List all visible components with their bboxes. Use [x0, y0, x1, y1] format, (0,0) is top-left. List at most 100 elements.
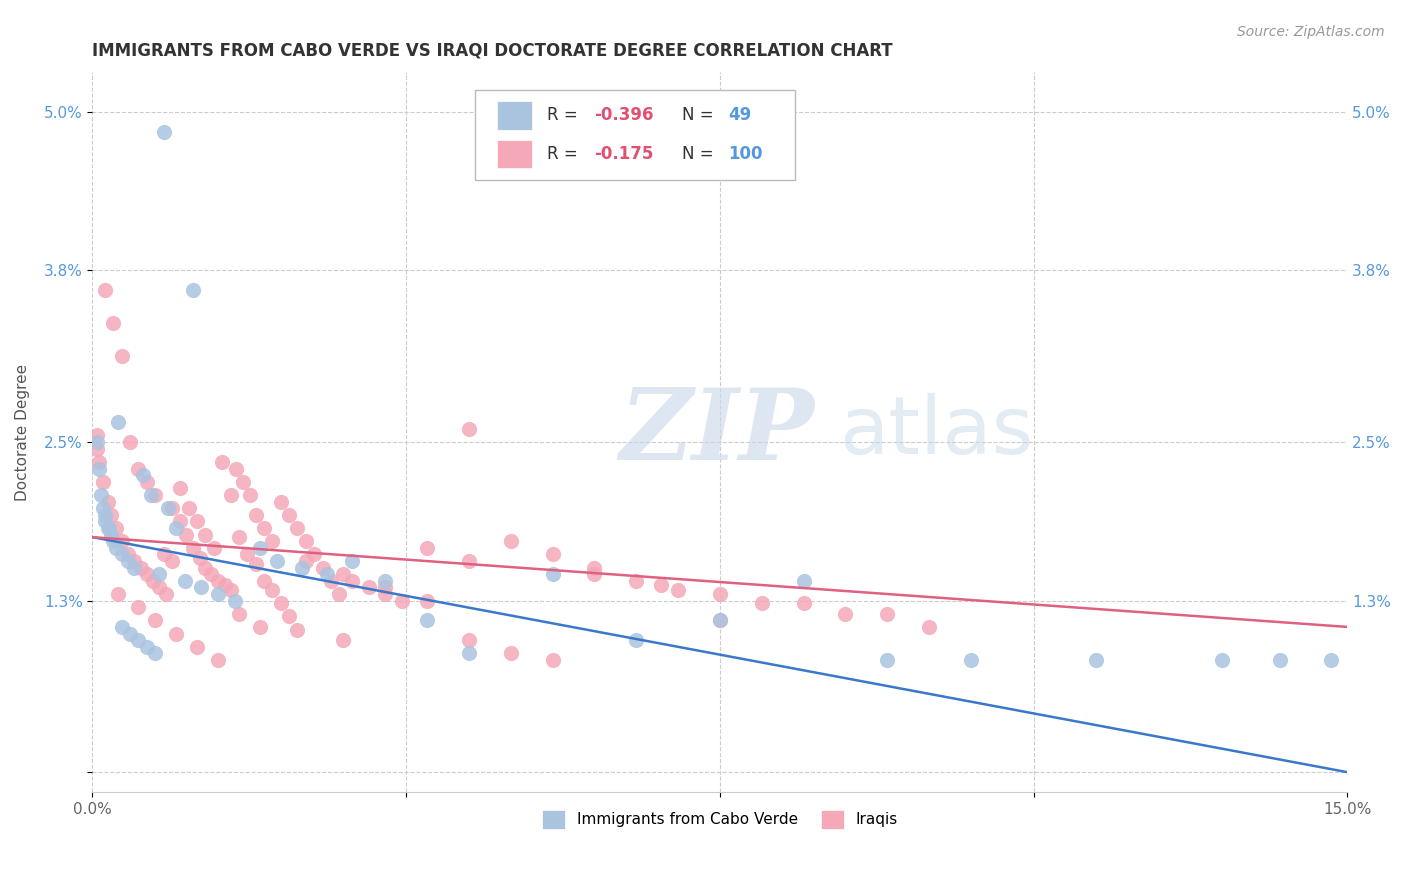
Point [207, 587, 229, 601]
Point [294, 554, 316, 568]
Point [103, 534, 125, 549]
Point [89, 455, 111, 469]
Point [128, 600, 150, 615]
Point [541, 567, 564, 582]
FancyBboxPatch shape [475, 90, 796, 180]
Point [270, 596, 292, 610]
Point [626, 574, 648, 588]
Point [319, 574, 342, 588]
Y-axis label: Doctorate Degree: Doctorate Degree [15, 364, 30, 500]
Point [650, 577, 672, 591]
Point [626, 633, 648, 648]
Point [186, 640, 208, 654]
Point [165, 626, 187, 640]
Point [94, 283, 117, 297]
Point [224, 593, 246, 607]
Point [253, 521, 276, 535]
Point [374, 574, 396, 588]
Point [249, 541, 271, 555]
Point [834, 607, 856, 621]
Point [541, 653, 564, 667]
Point [278, 508, 301, 522]
Point [245, 557, 267, 571]
Point [143, 488, 166, 502]
Point [148, 567, 170, 582]
Point [239, 488, 262, 502]
Point [709, 613, 731, 627]
Point [918, 620, 941, 634]
Point [96, 521, 118, 535]
Text: 49: 49 [728, 105, 752, 124]
Text: atlas: atlas [839, 393, 1033, 471]
Point [709, 587, 731, 601]
Point [225, 461, 247, 475]
Point [111, 547, 134, 561]
Point [188, 551, 211, 566]
Point [207, 653, 229, 667]
Point [107, 587, 129, 601]
Text: Source: ZipAtlas.com: Source: ZipAtlas.com [1237, 25, 1385, 39]
Point [876, 607, 898, 621]
Point [416, 613, 439, 627]
Point [152, 125, 174, 139]
Point [311, 560, 333, 574]
Point [340, 554, 363, 568]
Point [181, 541, 204, 555]
Point [541, 547, 564, 561]
Point [131, 468, 153, 483]
Point [262, 534, 284, 549]
Point [90, 488, 112, 502]
Point [174, 527, 197, 541]
Point [236, 547, 259, 561]
Point [583, 567, 606, 582]
Point [332, 633, 354, 648]
Point [876, 653, 898, 667]
Point [1270, 653, 1292, 667]
Point [194, 527, 217, 541]
Legend: Immigrants from Cabo Verde, Iraqis: Immigrants from Cabo Verde, Iraqis [536, 804, 904, 835]
Point [120, 435, 142, 450]
Point [249, 620, 271, 634]
Point [458, 646, 481, 660]
Point [160, 554, 183, 568]
Point [165, 521, 187, 535]
Point [135, 640, 157, 654]
Point [103, 316, 125, 330]
Point [91, 475, 114, 489]
Point [124, 560, 146, 574]
Point [169, 481, 191, 495]
FancyBboxPatch shape [496, 140, 531, 169]
Point [458, 633, 481, 648]
Point [194, 560, 217, 574]
Point [709, 613, 731, 627]
Point [100, 527, 122, 541]
Point [160, 501, 183, 516]
Point [129, 560, 152, 574]
Point [124, 554, 146, 568]
Point [128, 461, 150, 475]
Text: N =: N = [682, 145, 718, 162]
Point [374, 587, 396, 601]
Point [340, 574, 363, 588]
Point [143, 613, 166, 627]
Point [294, 534, 316, 549]
Point [253, 574, 276, 588]
Point [499, 534, 522, 549]
Point [278, 609, 301, 624]
Point [94, 514, 117, 528]
Point [207, 574, 229, 588]
Point [148, 580, 170, 594]
Text: R =: R = [547, 105, 582, 124]
Point [111, 349, 134, 363]
Point [458, 422, 481, 436]
Point [287, 521, 309, 535]
Point [332, 567, 354, 582]
Text: IMMIGRANTS FROM CABO VERDE VS IRAQI DOCTORATE DEGREE CORRELATION CHART: IMMIGRANTS FROM CABO VERDE VS IRAQI DOCT… [93, 42, 893, 60]
Point [135, 475, 157, 489]
Point [228, 530, 250, 544]
Point [86, 442, 108, 456]
Point [156, 501, 179, 516]
Point [155, 587, 177, 601]
Point [117, 547, 139, 561]
Point [135, 567, 157, 582]
